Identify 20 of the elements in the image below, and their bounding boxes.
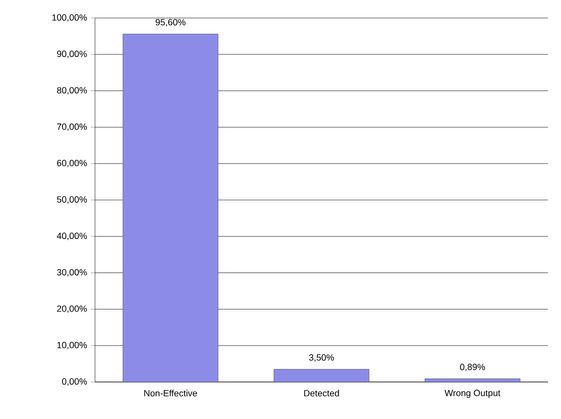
y-tick-label: 80,00% [57, 87, 87, 94]
y-tick-label: 100,00% [52, 14, 87, 22]
y-tick-label: 60,00% [57, 160, 87, 168]
y-tick-label: 50,00% [57, 196, 87, 204]
data-label: 3,50% [309, 354, 334, 362]
y-tick-label: 90,00% [57, 50, 87, 58]
x-tick-label: Non-Effective [144, 390, 198, 396]
y-tick-label: 70,00% [57, 123, 87, 131]
bar [274, 369, 370, 382]
bar [424, 378, 520, 382]
data-label: 95,60% [156, 19, 186, 26]
data-label: 0,89% [460, 364, 485, 372]
x-tick-label: Wrong Output [444, 390, 500, 398]
bar [122, 34, 218, 382]
x-tick-label: Detected [304, 390, 339, 396]
y-tick-label: 20,00% [57, 305, 87, 313]
y-tick-label: 10,00% [57, 342, 87, 350]
y-tick-label: 0,00% [62, 378, 87, 386]
y-tick-label: 30,00% [57, 269, 87, 276]
y-tick-label: 40,00% [56, 232, 87, 240]
